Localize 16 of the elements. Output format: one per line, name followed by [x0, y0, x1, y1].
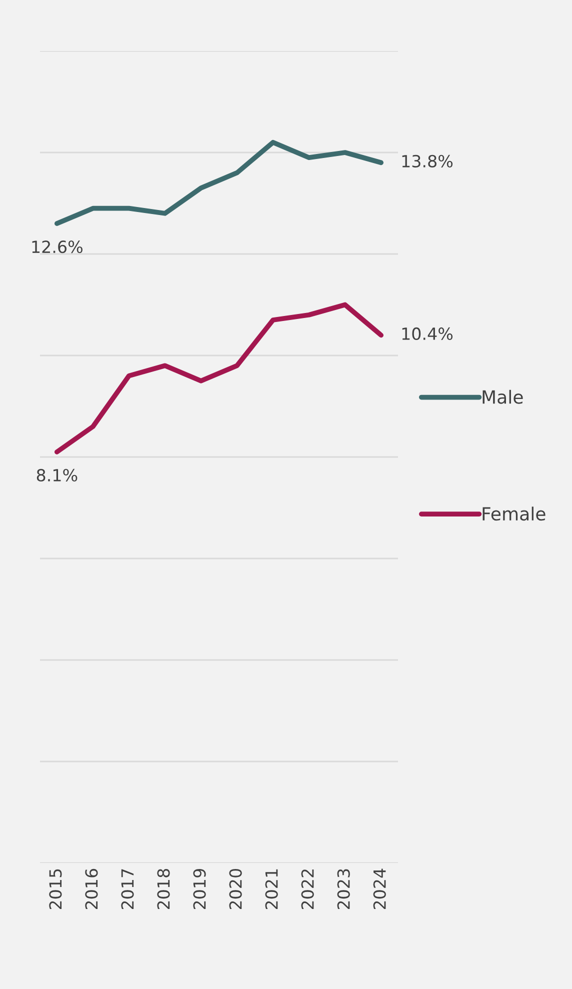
x-tick-label: 2018	[157, 869, 170, 910]
x-tick-label: 2015	[49, 869, 62, 910]
legend-label: Male	[482, 390, 523, 404]
data-label: 12.6%	[32, 240, 82, 254]
data-label: 10.4%	[402, 327, 453, 340]
x-tick-label: 2023	[337, 869, 350, 910]
x-tick-label: 2022	[301, 870, 314, 910]
x-tick-label: 2021	[265, 869, 278, 910]
x-tick-label: 2016	[85, 868, 98, 910]
x-tick-label: 2024	[373, 868, 386, 910]
x-tick-label: 2020	[229, 868, 242, 910]
x-tick-label: 2019	[193, 869, 206, 910]
data-label: 13.8%	[402, 154, 453, 168]
data-label: 8.1%	[36, 468, 78, 482]
legend-label: Female	[482, 506, 546, 521]
x-tick-label: 2017	[121, 869, 134, 910]
